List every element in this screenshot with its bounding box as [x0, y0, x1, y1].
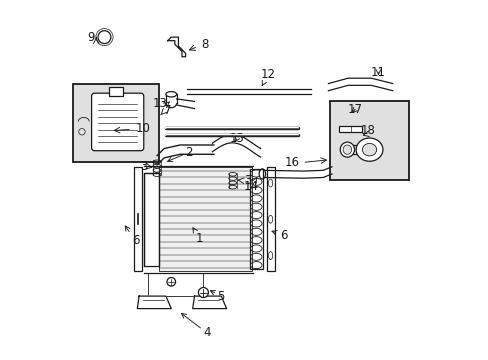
Polygon shape [192, 296, 226, 309]
Ellipse shape [340, 142, 354, 157]
Text: 9: 9 [87, 31, 95, 44]
Text: 18: 18 [360, 124, 374, 137]
FancyBboxPatch shape [91, 93, 143, 151]
Text: 2: 2 [167, 146, 192, 162]
Ellipse shape [362, 143, 376, 156]
Text: 7: 7 [164, 104, 171, 117]
Ellipse shape [355, 138, 382, 161]
Text: 12: 12 [260, 68, 275, 86]
Text: 1: 1 [193, 228, 203, 246]
Text: 6: 6 [271, 229, 287, 242]
Bar [134, 167, 142, 271]
Circle shape [166, 278, 175, 286]
Polygon shape [137, 296, 171, 309]
Text: 15: 15 [229, 132, 244, 145]
Bar [329, 102, 408, 180]
Circle shape [98, 31, 111, 44]
Bar [144, 173, 159, 266]
Text: 6: 6 [125, 226, 139, 247]
Text: 3: 3 [244, 174, 251, 187]
Bar [249, 169, 262, 269]
Ellipse shape [165, 91, 176, 97]
Ellipse shape [343, 145, 351, 154]
Text: 17: 17 [347, 103, 362, 116]
Bar [73, 84, 159, 162]
Bar [339, 126, 362, 132]
Text: 10: 10 [135, 122, 150, 135]
Circle shape [198, 288, 208, 297]
Text: 8: 8 [201, 39, 208, 51]
Polygon shape [167, 37, 185, 57]
Bar [266, 167, 274, 271]
Text: 13: 13 [153, 97, 167, 110]
Ellipse shape [259, 169, 265, 179]
Bar [159, 167, 251, 271]
Text: 14: 14 [244, 177, 259, 193]
Text: 11: 11 [370, 66, 385, 79]
Text: 5: 5 [210, 289, 224, 303]
Text: 16: 16 [285, 156, 299, 169]
Bar [108, 87, 123, 96]
Text: 4: 4 [181, 314, 210, 339]
Text: 3: 3 [140, 160, 147, 173]
